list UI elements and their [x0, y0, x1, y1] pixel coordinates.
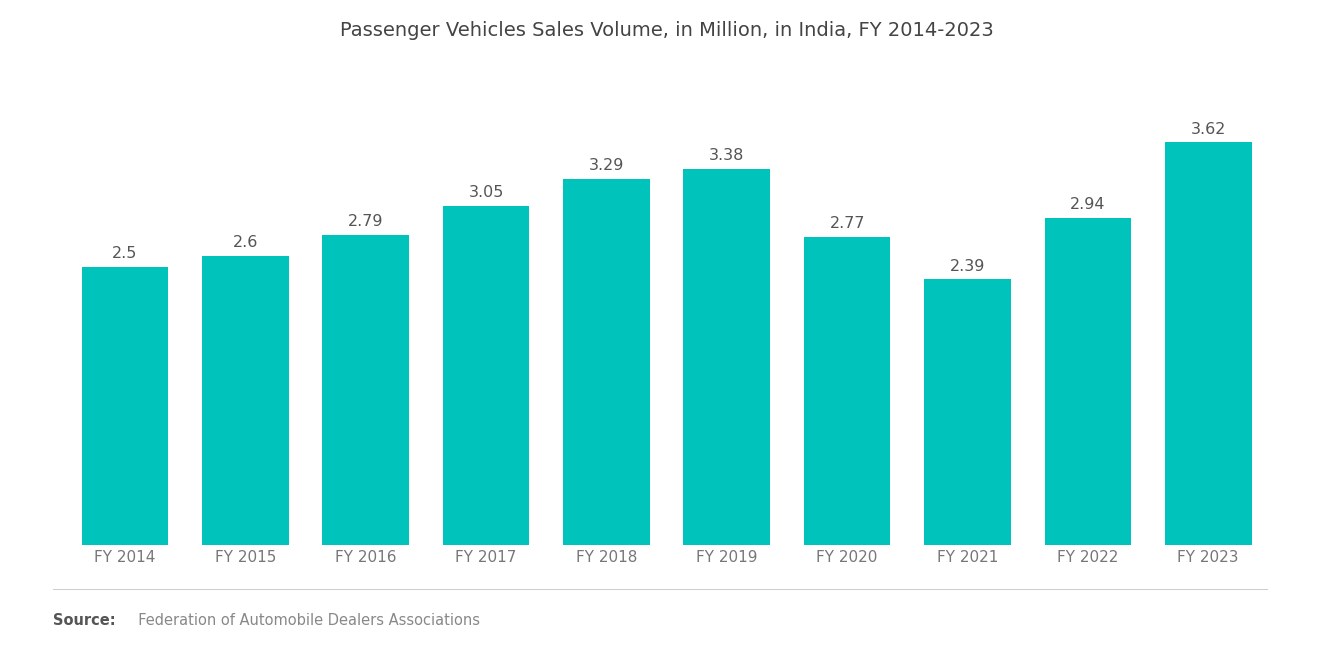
- Bar: [684, 169, 770, 545]
- Text: 2.94: 2.94: [1071, 198, 1106, 212]
- Text: Federation of Automobile Dealers Associations: Federation of Automobile Dealers Associa…: [129, 613, 480, 628]
- Text: Source:: Source:: [53, 613, 115, 628]
- Bar: [1044, 218, 1131, 545]
- Bar: [82, 267, 169, 545]
- Text: 2.6: 2.6: [232, 235, 257, 250]
- Bar: [924, 279, 1011, 545]
- Bar: [1164, 142, 1251, 545]
- Text: 3.29: 3.29: [589, 158, 624, 174]
- Text: 2.39: 2.39: [950, 259, 985, 273]
- Bar: [804, 237, 891, 545]
- Text: 3.38: 3.38: [709, 148, 744, 164]
- Text: 3.05: 3.05: [469, 185, 504, 200]
- Title: Passenger Vehicles Sales Volume, in Million, in India, FY 2014-2023: Passenger Vehicles Sales Volume, in Mill…: [339, 21, 994, 40]
- Text: 2.77: 2.77: [829, 216, 865, 231]
- Bar: [564, 179, 649, 545]
- Bar: [442, 205, 529, 545]
- Bar: [202, 256, 289, 545]
- Bar: [322, 235, 409, 545]
- Text: 2.79: 2.79: [348, 214, 384, 229]
- Text: 2.5: 2.5: [112, 246, 137, 261]
- Text: 3.62: 3.62: [1191, 122, 1226, 136]
